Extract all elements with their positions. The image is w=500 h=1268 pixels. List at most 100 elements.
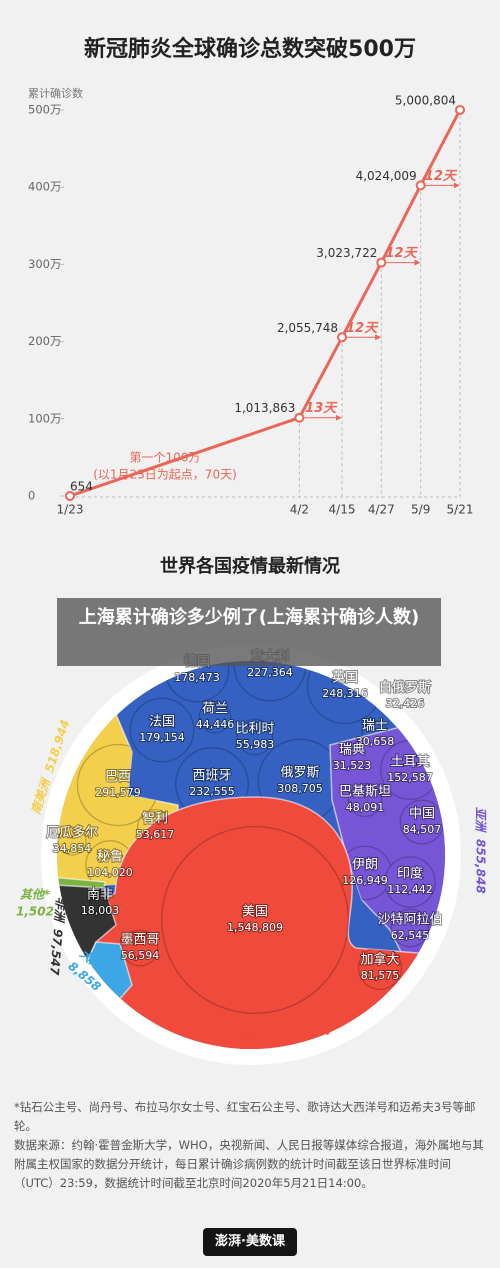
region	[57, 875, 106, 889]
continent-label: 亚洲 855,848	[474, 807, 488, 894]
cell	[129, 697, 195, 763]
cell-value: 152,587	[387, 771, 433, 784]
cell-label: 加拿大	[360, 952, 399, 968]
cell	[198, 700, 232, 734]
cell-value: 32,426	[386, 697, 425, 710]
cell-label: 厄瓜多尔	[46, 825, 98, 841]
data-label: 1,013,863	[234, 401, 295, 415]
x-tick-label: 5/9	[411, 503, 430, 517]
cell-value: 178,473	[174, 671, 220, 684]
y-tick-label: 100万	[28, 411, 61, 425]
chart-title: 新冠肺炎全球确诊总数突破500万	[84, 36, 416, 62]
point	[376, 257, 387, 268]
cell-label: 巴西	[105, 770, 131, 785]
cell-value: 232,555	[189, 785, 235, 798]
annotation: 第一个100万	[130, 451, 201, 465]
cell-value: 291,579	[95, 786, 141, 799]
x-tick-label: 5/21	[447, 503, 474, 517]
cell-value: 227,364	[247, 666, 293, 679]
cell-value: 56,594	[121, 949, 160, 962]
point	[294, 412, 305, 423]
continent-value: 855,848	[474, 839, 488, 894]
line	[69, 109, 462, 498]
banner: 上海累计确诊多少例了(上海累计确诊人数)	[57, 598, 441, 666]
cell-value: 1,548,809	[227, 921, 283, 934]
cell	[347, 782, 383, 818]
cell-label: 智利	[142, 812, 168, 827]
y-tick-label: 300万	[28, 257, 61, 271]
data-label: 5,000,804	[395, 93, 456, 107]
continent-name: 非洲	[52, 897, 68, 924]
cell-label: 中国	[409, 807, 435, 822]
cell-label: 秘鲁	[97, 850, 123, 865]
cell	[390, 908, 430, 948]
cell-value: 53,617	[136, 828, 175, 841]
continent-label: 北美洲 1,725,477	[221, 1023, 334, 1047]
interval-label: 13天	[305, 401, 338, 416]
logo: 澎湃·美数课	[203, 1228, 297, 1256]
x-tick-label: 4/15	[329, 503, 356, 517]
cell-label: 墨西哥	[120, 933, 159, 948]
continent-name: 亚洲	[474, 807, 488, 833]
cell-value: 30,658	[356, 735, 395, 748]
cell-label: 美国	[242, 905, 268, 920]
point	[415, 180, 426, 191]
cell	[236, 718, 274, 756]
y-tick-label: 0	[28, 489, 35, 503]
interval-label: 12天	[346, 321, 379, 336]
cell-value: 104,020	[87, 866, 133, 879]
note: 数据来源：约翰·霍普金斯大学，WHO，央视新闻、人民日报等媒体综合报道，海外属地…	[14, 1138, 484, 1190]
cell-value: 18,003	[81, 904, 120, 917]
continent-name: 其他*	[20, 888, 51, 902]
x-tick-label: 4/27	[368, 503, 395, 517]
note: *钻石公主号、尚丹号、布拉马尔女士号、红宝石公主号、歌诗达大西洋号和迈希夫3号等…	[14, 1100, 476, 1133]
annotation: (以1月23日为起点，70天)	[93, 468, 237, 482]
data-label: 3,023,722	[316, 246, 377, 260]
interval-label: 12天	[385, 246, 418, 261]
notes: *钻石公主号、尚丹号、布拉马尔女士号、红宝石公主号、歌诗达大西洋号和迈希夫3号等…	[14, 1098, 490, 1193]
cell-label: 俄罗斯	[280, 766, 319, 781]
cell-value: 34,854	[53, 842, 92, 855]
chart-title: 世界各国疫情最新情况	[160, 555, 340, 577]
cell-value: 126,949	[342, 874, 388, 887]
y-tick-label: 200万	[28, 334, 61, 348]
region-cells	[121, 826, 403, 1014]
y-axis-label: 累计确诊数	[28, 86, 83, 100]
cell-label: 比利时	[235, 722, 274, 737]
cell-label: 瑞士	[362, 719, 388, 734]
cell-value: 81,575	[361, 969, 400, 982]
continent-label: 其他* 1,502	[16, 888, 54, 919]
cell-label: 荷兰	[202, 702, 228, 717]
x-tick-label: 1/23	[57, 503, 84, 517]
cell-label: 土耳其	[390, 755, 429, 770]
interval-label: 12天	[425, 169, 458, 184]
cell-value: 62,545	[391, 929, 430, 942]
cell	[161, 826, 349, 1014]
continent-name: 北美洲	[221, 1030, 260, 1047]
y-tick-label: 400万	[28, 180, 61, 194]
cell-label: 巴基斯坦	[339, 785, 391, 800]
cell-label: 伊朗	[352, 858, 378, 873]
cell-value: 55,983	[236, 738, 275, 751]
cell-label: 白俄罗斯	[379, 680, 431, 696]
cell-label: 印度	[397, 866, 423, 882]
cell-value: 44,446	[196, 718, 235, 731]
cell-label: 南非	[87, 887, 113, 903]
continent-value: 1,502	[16, 905, 54, 919]
cell-value: 308,705	[277, 782, 323, 795]
cell-value: 179,154	[139, 731, 185, 744]
point	[65, 490, 75, 501]
continent-value: 1,725,477	[265, 1023, 334, 1043]
x-tick-label: 4/2	[290, 503, 309, 517]
cell-value: 112,442	[387, 883, 433, 896]
cell-value: 248,316	[322, 687, 368, 700]
cell	[57, 826, 87, 856]
continent-label: 非洲 97,547	[47, 897, 68, 977]
continent-value: 97,547	[47, 928, 65, 976]
cell	[384, 856, 436, 908]
data-label: 2,055,748	[277, 321, 338, 335]
cell-value: 84,507	[403, 823, 442, 836]
cell-label: 西班牙	[192, 769, 231, 784]
cell-label: 瑞典	[339, 743, 365, 758]
y-tick-label: 500万	[28, 103, 61, 117]
